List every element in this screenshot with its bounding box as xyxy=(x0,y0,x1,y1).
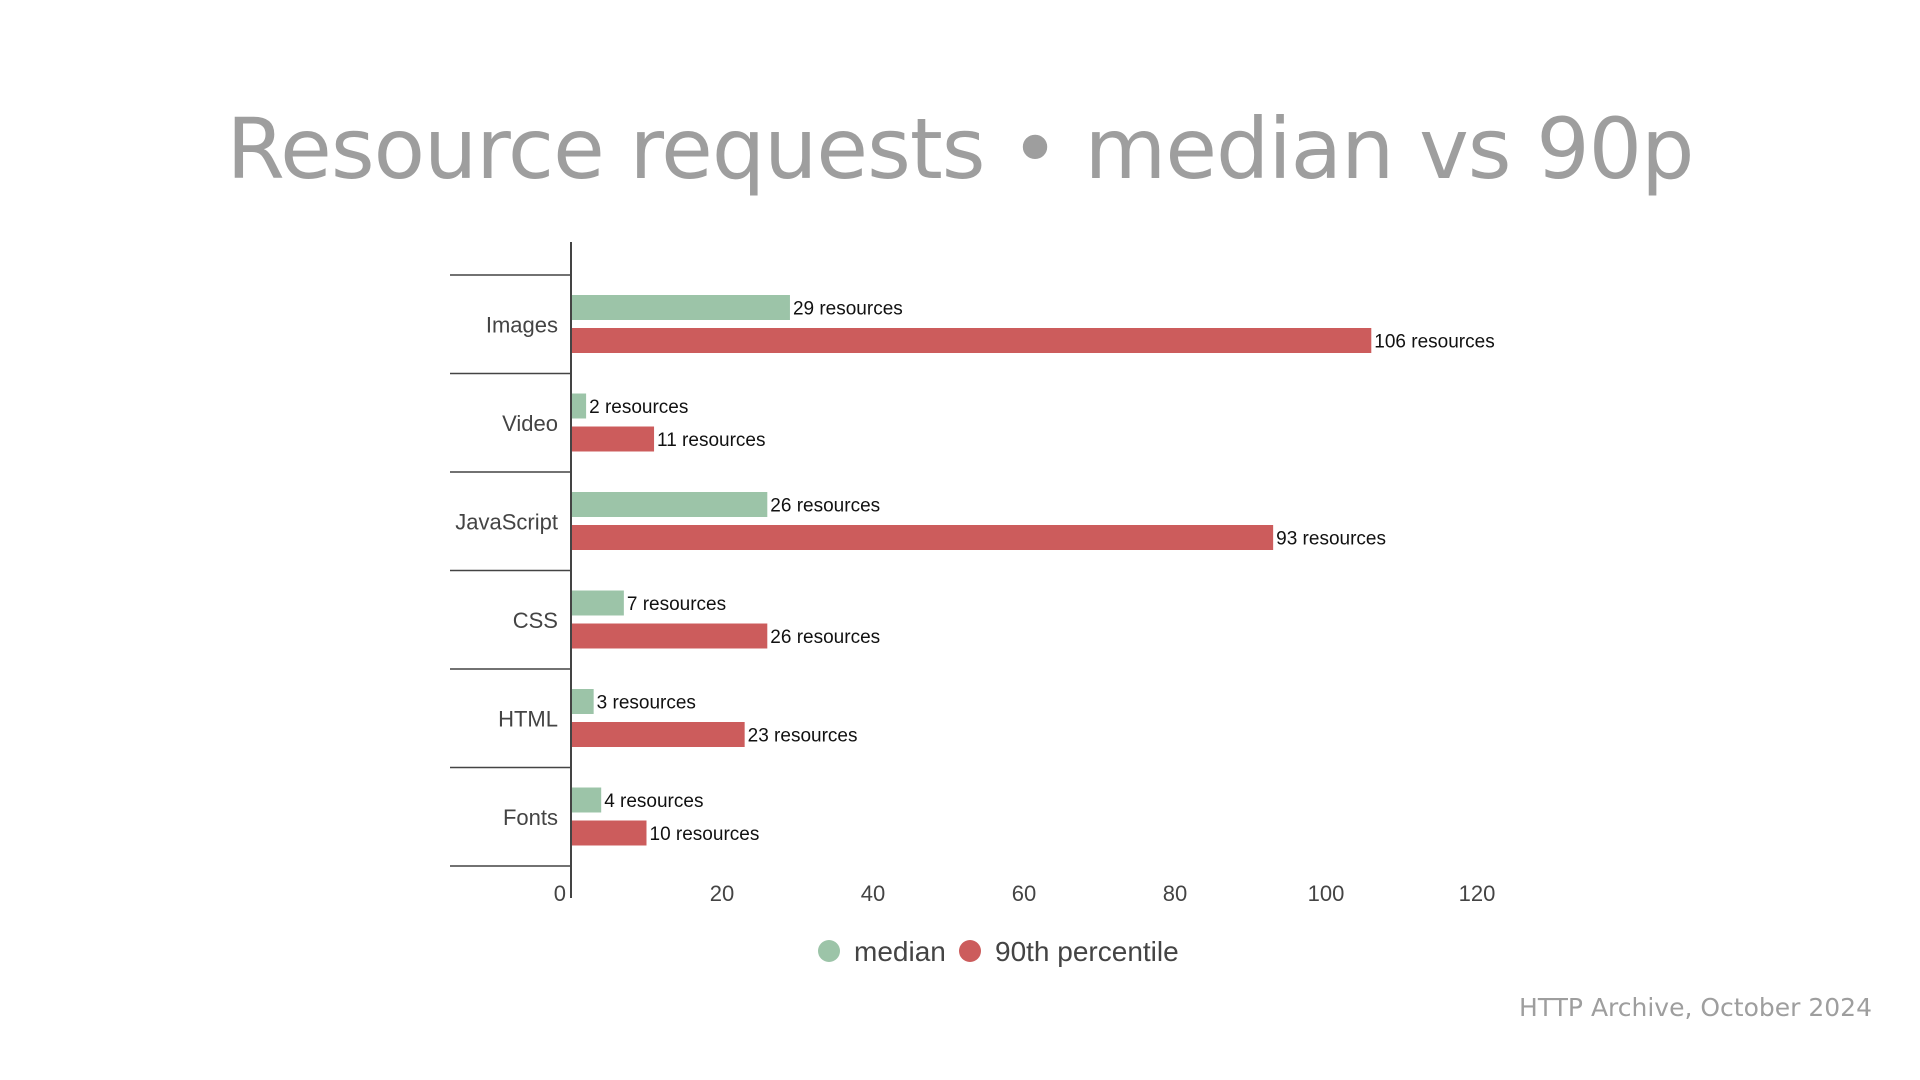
data-label: 10 resources xyxy=(650,824,760,845)
data-label: 26 resources xyxy=(770,496,880,517)
data-label: 26 resources xyxy=(770,627,880,648)
bar-90th-percentile xyxy=(571,328,1372,353)
category-label: JavaScript xyxy=(455,509,558,534)
category-label: CSS xyxy=(513,608,558,633)
x-tick-label: 80 xyxy=(1163,881,1187,906)
legend-90th-percentile-swatch xyxy=(959,940,981,962)
bar-90th-percentile xyxy=(571,623,768,649)
x-tick-label: 0 xyxy=(554,881,566,906)
bar-90th-percentile xyxy=(571,426,655,452)
data-label: 106 resources xyxy=(1374,332,1494,353)
legend-90th-percentile-label: 90th percentile xyxy=(995,936,1179,967)
slide-title: Resource requests • median vs 90p xyxy=(226,100,1695,198)
x-tick-label: 100 xyxy=(1308,881,1345,906)
x-tick-label: 20 xyxy=(710,881,734,906)
bars xyxy=(571,295,1372,846)
bar-median xyxy=(571,295,790,320)
bar-90th-percentile xyxy=(571,525,1274,550)
data-label: 29 resources xyxy=(793,299,903,320)
data-labels: 29 resources 106 resources 2 resources 11 r… xyxy=(589,299,1495,846)
x-tick-label: 40 xyxy=(861,881,885,906)
bar-median xyxy=(571,689,594,714)
legend: median 90th percentile xyxy=(818,936,1179,967)
data-label: 4 resources xyxy=(604,791,703,812)
bar-median xyxy=(571,393,587,419)
category-label: Fonts xyxy=(503,805,558,830)
data-label: 7 resources xyxy=(627,594,726,615)
bar-median xyxy=(571,590,624,616)
category-labels: Images Video JavaScript CSS HTML Fonts xyxy=(455,312,558,830)
legend-median-swatch xyxy=(818,940,840,962)
category-label: HTML xyxy=(498,706,558,731)
category-label: Images xyxy=(486,312,558,337)
x-tick-label: 120 xyxy=(1459,881,1496,906)
data-label: 3 resources xyxy=(597,693,696,714)
data-label: 23 resources xyxy=(748,726,858,747)
bar-median xyxy=(571,787,602,813)
data-label: 93 resources xyxy=(1276,529,1386,550)
category-separators xyxy=(450,274,571,867)
bar-90th-percentile xyxy=(571,820,647,846)
data-label: 2 resources xyxy=(589,397,688,418)
x-axis-ticks: 0 20 40 60 80 100 120 xyxy=(554,881,1496,906)
category-label: Video xyxy=(502,411,558,436)
legend-median-label: median xyxy=(854,936,946,967)
bar-90th-percentile xyxy=(571,722,745,747)
data-label: 11 resources xyxy=(657,430,765,451)
bar-median xyxy=(571,492,768,517)
source-note: HTTP Archive, October 2024 xyxy=(1519,993,1872,1022)
x-tick-label: 60 xyxy=(1012,881,1036,906)
